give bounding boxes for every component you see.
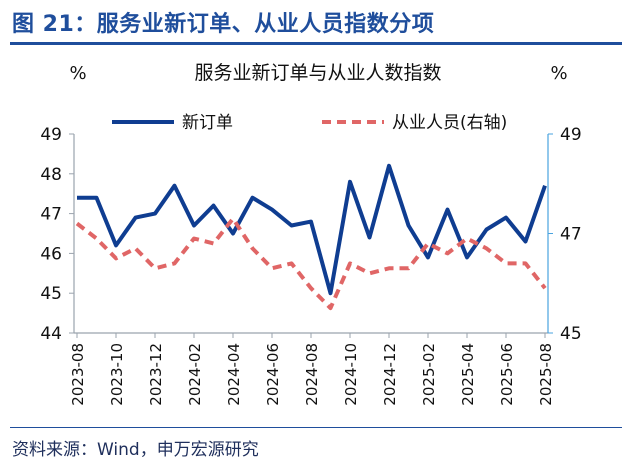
x-tick-label: 2025-06 bbox=[498, 343, 516, 406]
left-tick-label: 49 bbox=[40, 125, 62, 145]
x-tick-label: 2024-10 bbox=[342, 343, 360, 406]
x-tick-label: 2023-10 bbox=[108, 343, 126, 406]
legend: 新订单 从业人员(右轴) bbox=[112, 113, 507, 133]
right-tick-label: 49 bbox=[560, 125, 582, 145]
left-tick-label: 44 bbox=[40, 324, 62, 344]
x-tick-label: 2025-04 bbox=[459, 343, 477, 406]
left-tick-label: 45 bbox=[40, 284, 62, 304]
x-tick-label: 2024-04 bbox=[225, 343, 243, 406]
left-tick-label: 47 bbox=[40, 205, 62, 225]
chart-title: 服务业新订单与从业人数指数 bbox=[194, 62, 441, 84]
title-rule bbox=[10, 42, 622, 45]
plot-area bbox=[75, 163, 547, 311]
x-tick-label: 2024-12 bbox=[381, 343, 399, 406]
legend-label-employment: 从业人员(右轴) bbox=[392, 113, 507, 133]
figure-title: 图 21：服务业新订单、从业人员指数分项 bbox=[12, 12, 435, 37]
x-tick-label: 2024-02 bbox=[186, 343, 204, 406]
x-tick-label: 2023-08 bbox=[69, 343, 87, 406]
right-axis-unit: % bbox=[550, 63, 567, 84]
left-tick-label: 46 bbox=[40, 244, 62, 264]
x-tick-label: 2024-06 bbox=[264, 343, 282, 406]
legend-label-new-orders: 新订单 bbox=[182, 113, 233, 133]
footer-rule bbox=[10, 427, 622, 428]
axes: 44 45 46 47 48 49 45 47 49 2023-08 2023-10 2023-12 2… bbox=[40, 125, 581, 406]
line-chart: 服务业新订单与从业人数指数 % % 新订单 从业人员(右轴) 444546474… bbox=[40, 62, 581, 406]
x-tick-label: 2025-08 bbox=[537, 343, 555, 406]
x-tick-label: 2023-12 bbox=[147, 343, 165, 406]
x-tick-label: 2025-02 bbox=[420, 343, 438, 406]
left-tick-label: 48 bbox=[40, 165, 62, 185]
right-tick-label: 47 bbox=[560, 225, 582, 245]
left-axis-unit: % bbox=[69, 63, 86, 84]
series-line-new-orders bbox=[77, 163, 547, 296]
x-tick-label: 2024-08 bbox=[303, 343, 321, 406]
right-tick-label: 45 bbox=[560, 324, 582, 344]
source-note: 资料来源：Wind，申万宏源研究 bbox=[12, 440, 259, 460]
series-line-employment bbox=[75, 216, 547, 311]
